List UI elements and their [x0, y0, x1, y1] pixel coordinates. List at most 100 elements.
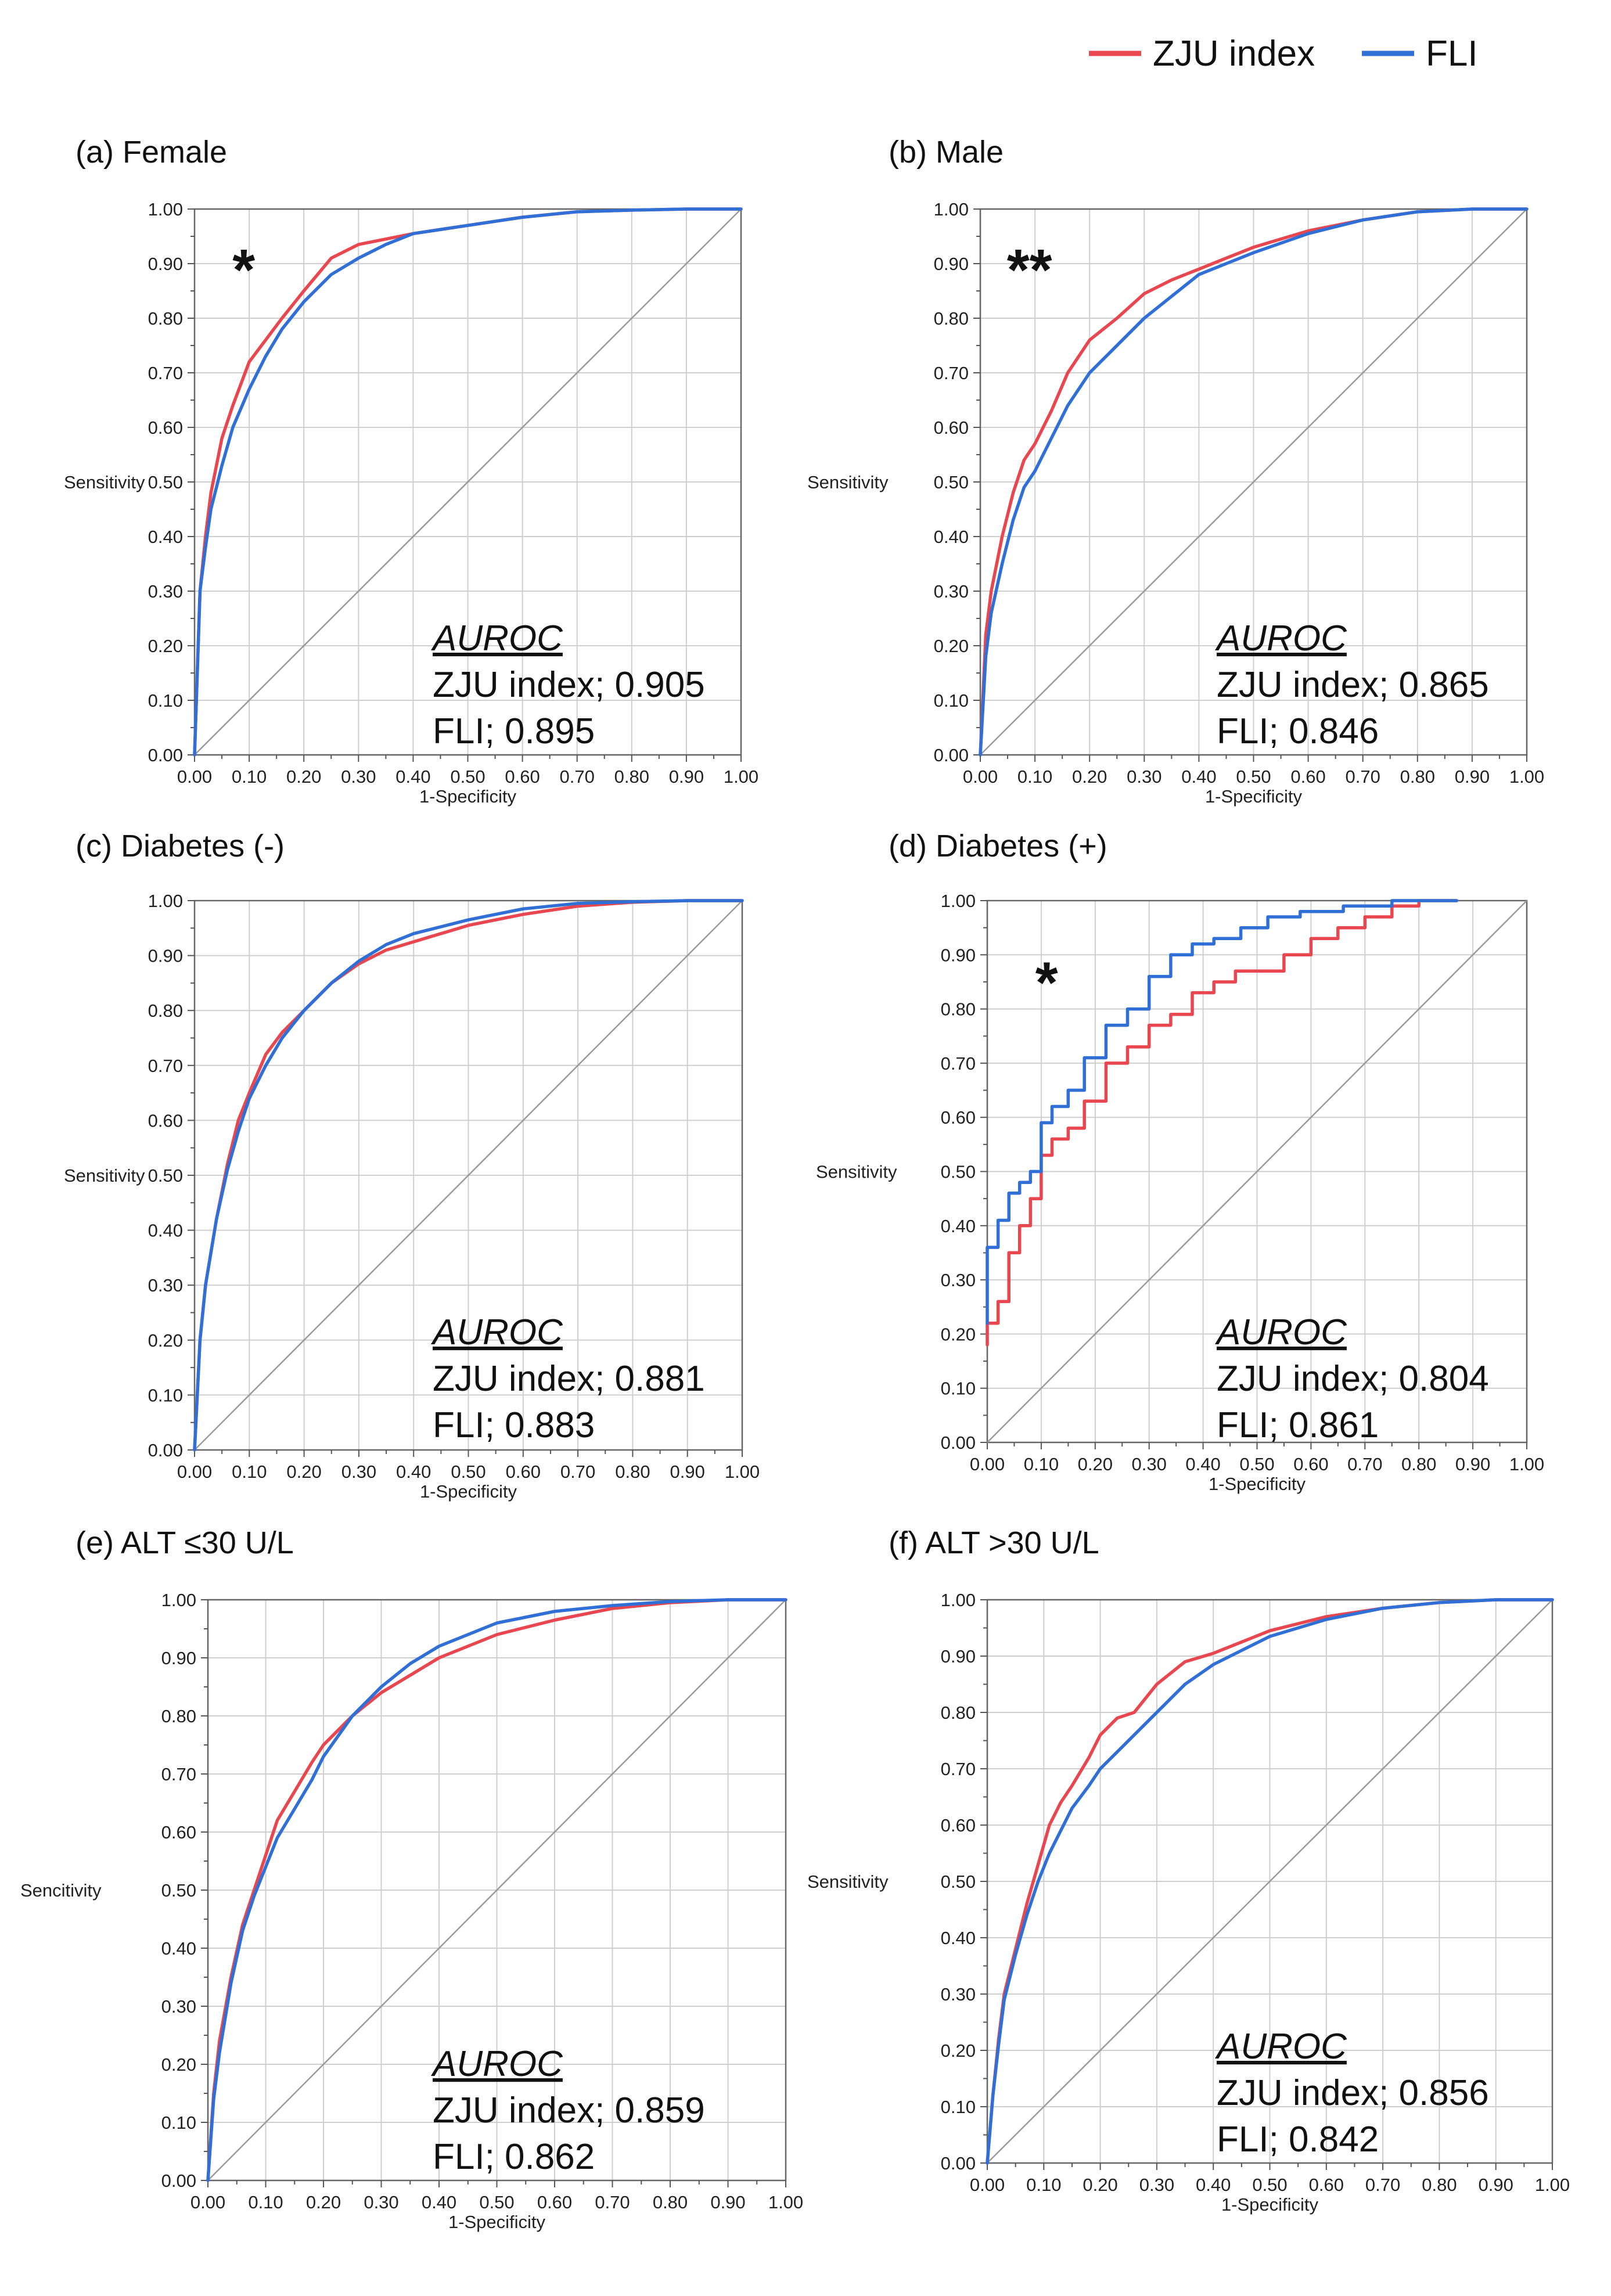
y-tick-label: 0.40: [148, 527, 183, 547]
legend-label-zju: ZJU index: [1153, 34, 1315, 74]
y-tick-label: 0.00: [941, 1433, 976, 1453]
y-tick-label: 0.40: [934, 527, 969, 547]
y-tick-label: 0.00: [148, 1440, 183, 1460]
x-tick-label: 0.10: [232, 766, 267, 787]
y-tick-label: 0.00: [941, 2153, 976, 2173]
roc-curve-fli: [193, 899, 744, 1452]
x-tick-label: 0.60: [1290, 766, 1325, 787]
y-tick-label: 0.20: [941, 1324, 976, 1344]
y-tick-label: 0.90: [941, 945, 976, 965]
y-tick-label: 0.70: [148, 363, 183, 383]
y-tick-label: 0.30: [161, 1996, 196, 2017]
x-tick-label: 0.10: [1017, 766, 1052, 787]
x-tick-label: 0.00: [177, 766, 212, 787]
x-tick-label: 0.20: [1072, 766, 1107, 787]
y-tick-label: 0.80: [161, 1706, 196, 1726]
x-tick-label: 0.60: [1309, 2175, 1344, 2195]
y-tick-label: 0.10: [148, 1385, 183, 1405]
x-tick-label: 0.20: [306, 2192, 341, 2212]
y-tick-label: 0.40: [941, 1216, 976, 1236]
y-tick-label: 1.00: [148, 199, 183, 219]
reference-diagonal: [987, 1599, 1553, 2164]
x-tick-label: 0.70: [1347, 1454, 1382, 1474]
x-tick-label: 0.30: [341, 766, 376, 787]
panel-title: (f) ALT >30 U/L: [889, 1525, 1099, 1560]
y-tick-label: 1.00: [941, 1590, 976, 1610]
y-axis-label: Sensitivity: [64, 472, 145, 492]
y-tick-label: 0.30: [934, 581, 969, 602]
panel-f: (f) ALT >30 U/L 0.000.00 0.10 0.10 0.20 0.20 0…: [807, 1525, 1570, 2215]
x-tick-label: 0.70: [595, 2192, 630, 2212]
panel-e: (e) ALT ≤30 U/L 0.000.00 0.10 0.10 0.20 0.20 0…: [20, 1525, 803, 2232]
x-tick-label: 0.40: [1196, 2175, 1231, 2195]
y-tick-label: 0.20: [148, 1330, 183, 1351]
x-tick-label: 0.50: [450, 766, 485, 787]
y-tick-label: 0.90: [941, 1646, 976, 1667]
panel-b: (b) Male 0.000.00 0.10 0.10 0.20 0.20 0.30 0.30…: [807, 135, 1544, 807]
x-tick-label: 0.40: [1181, 766, 1216, 787]
y-tick-label: 0.20: [934, 636, 969, 656]
y-tick-label: 0.10: [161, 2113, 196, 2133]
y-tick-label: 0.30: [148, 1275, 183, 1295]
x-tick-label: 0.80: [615, 1462, 650, 1482]
legend-label-fli: FLI: [1426, 34, 1478, 74]
y-tick-label: 0.50: [934, 472, 969, 492]
auroc-value: ZJU index; 0.856: [1217, 2073, 1489, 2113]
y-tick-label: 0.00: [161, 2171, 196, 2191]
legend: ZJU index FLI: [1089, 34, 1478, 74]
y-tick-label: 1.00: [941, 891, 976, 911]
x-tick-label: 0.80: [1401, 1454, 1436, 1474]
x-tick-label: 0.60: [537, 2192, 572, 2212]
x-tick-label: 0.80: [653, 2192, 688, 2212]
y-tick-label: 0.80: [941, 999, 976, 1020]
auroc-value: FLI; 0.861: [1217, 1405, 1379, 1445]
y-tick-label: 0.60: [148, 1110, 183, 1131]
y-tick-label: 0.80: [934, 308, 969, 329]
x-axis-label: 1-Specificity: [420, 1481, 517, 1502]
reference-diagonal: [194, 208, 742, 755]
y-tick-label: 0.90: [148, 946, 183, 966]
x-tick-label: 0.50: [1252, 2175, 1287, 2195]
x-tick-label: 0.40: [396, 1462, 431, 1482]
x-tick-label: 0.30: [1132, 1454, 1167, 1474]
auroc-heading: AUROC: [1214, 618, 1347, 658]
x-tick-label: 0.20: [1083, 2175, 1117, 2195]
x-tick-label: 0.90: [1479, 2175, 1513, 2195]
y-tick-label: 0.50: [941, 1872, 976, 1892]
y-tick-label: 0.80: [148, 308, 183, 329]
y-tick-label: 0.00: [148, 745, 183, 765]
x-tick-label: 0.90: [1455, 766, 1490, 787]
y-axis-label: Sensitivity: [816, 1162, 897, 1182]
x-axis-label: 1-Specificity: [1221, 2194, 1319, 2215]
x-tick-label: 0.70: [1365, 2175, 1400, 2195]
x-tick-label: 0.80: [614, 766, 649, 787]
x-tick-label: 0.70: [1346, 766, 1380, 787]
panel-d: (d) Diabetes (+) 0.000.00 0.10 0.10 0.20 0.20…: [816, 829, 1544, 1494]
y-tick-label: 0.90: [148, 254, 183, 274]
x-tick-label: 1.00: [1509, 1454, 1544, 1474]
x-tick-label: 0.30: [1127, 766, 1161, 787]
y-tick-label: 0.20: [941, 2041, 976, 2061]
y-tick-label: 0.90: [934, 254, 969, 274]
y-tick-label: 0.80: [941, 1703, 976, 1723]
reference-diagonal: [987, 900, 1527, 1443]
y-tick-label: 0.80: [148, 1001, 183, 1021]
x-axis-label: 1-Specificity: [1205, 786, 1303, 807]
auroc-value: ZJU index; 0.865: [1217, 665, 1489, 705]
x-axis-label: 1-Specificity: [1209, 1474, 1306, 1494]
x-tick-label: 1.00: [725, 1462, 760, 1482]
auroc-heading: AUROC: [430, 618, 563, 658]
panel-title: (e) ALT ≤30 U/L: [75, 1525, 294, 1560]
y-tick-label: 0.30: [148, 581, 183, 602]
significance-marker: *: [1035, 951, 1058, 1016]
y-tick-label: 0.70: [934, 363, 969, 383]
x-tick-label: 0.60: [1293, 1454, 1328, 1474]
x-tick-label: 0.00: [190, 2192, 225, 2212]
x-tick-label: 0.00: [970, 2175, 1005, 2195]
x-tick-label: 0.90: [669, 766, 704, 787]
x-tick-label: 1.00: [1509, 766, 1544, 787]
panels: (a) Female0.000.000.100.100.200.200.300.…: [20, 135, 1570, 2232]
x-tick-label: 0.90: [710, 2192, 745, 2212]
y-tick-label: 0.40: [148, 1221, 183, 1241]
